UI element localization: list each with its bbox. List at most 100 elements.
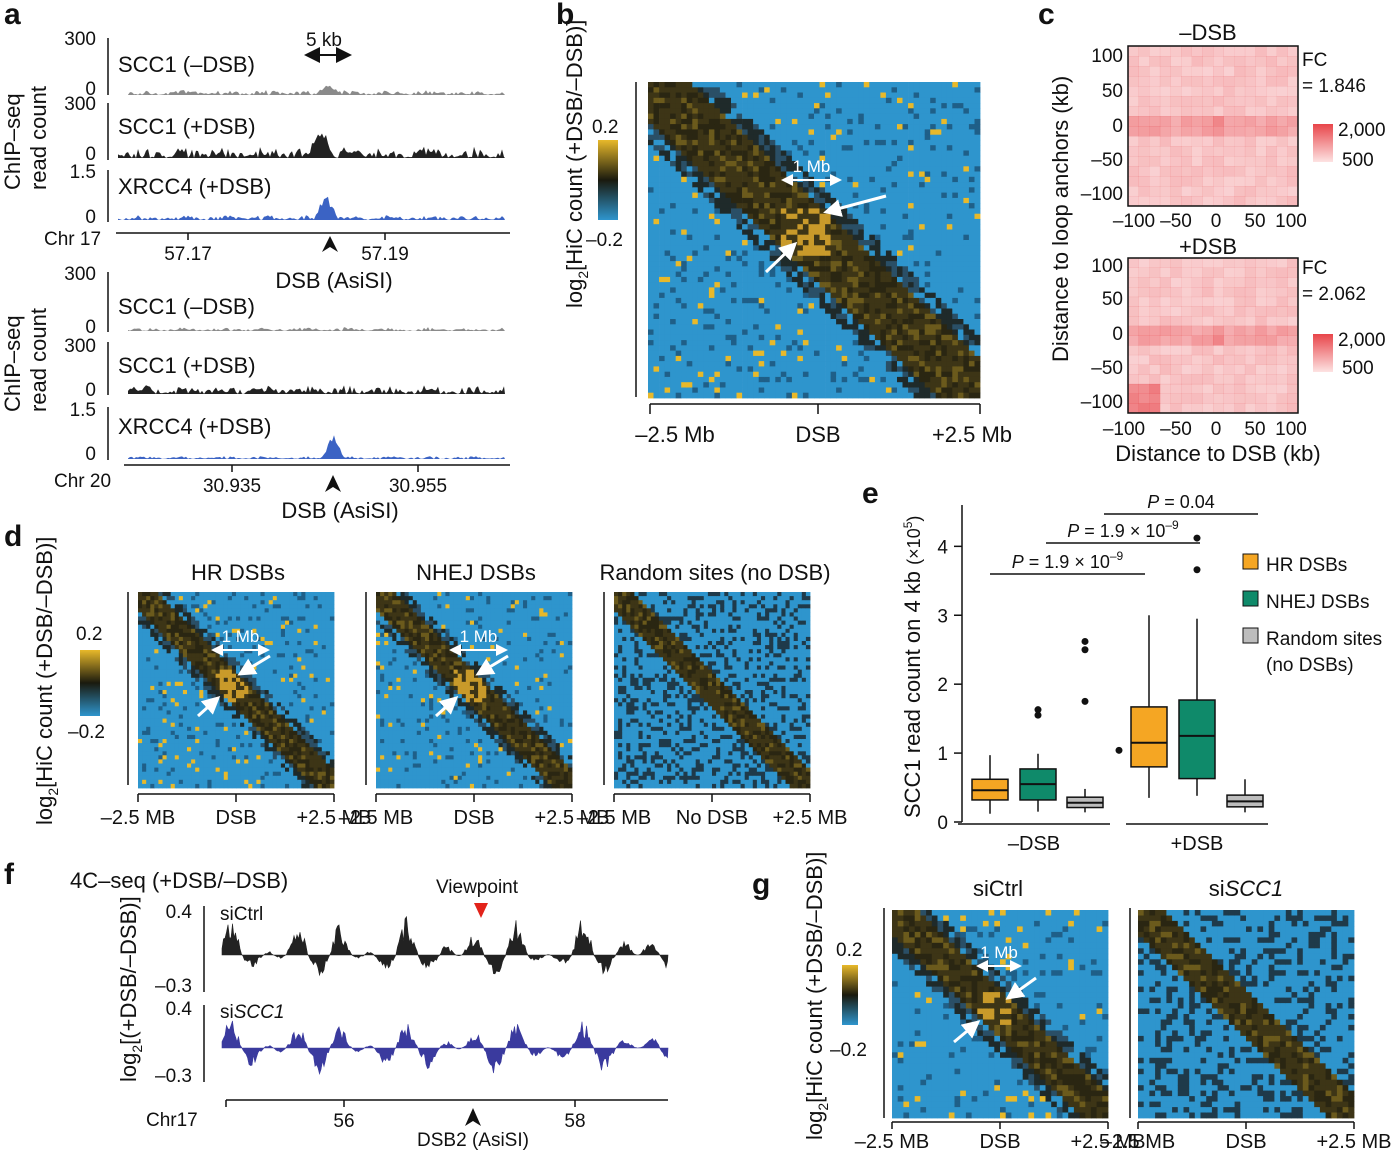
heat-cell: [1138, 86, 1150, 97]
map-title: NHEJ DSBs: [416, 560, 536, 585]
heat-cell: [1244, 196, 1256, 207]
heat-cell: [1244, 364, 1256, 375]
heat-cell: [1234, 76, 1246, 87]
heat-cell: [1266, 267, 1277, 278]
heat-cell: [1287, 306, 1299, 317]
heat-cell: [1244, 325, 1256, 336]
heat-cell: [1287, 403, 1299, 414]
heat-cell: [1159, 277, 1171, 288]
ruler-label: 1 Mb: [980, 943, 1018, 962]
heat-cell: [1181, 76, 1192, 87]
panel-f-label: f: [4, 858, 15, 891]
heat-cell: [1128, 86, 1139, 97]
heat-cell: [1149, 66, 1161, 77]
heat-cell: [1191, 374, 1203, 385]
panel-d-x-axes: –2.5 MB DSB +2.5 MB–2.5 MB DSB +2.5 MB–2.5 M…: [101, 793, 848, 829]
heat-cell: [1202, 364, 1214, 375]
box-1-0: [1019, 706, 1057, 812]
heat-cell: [1287, 393, 1299, 404]
heat-cell: [1128, 374, 1139, 385]
heat-cell: [1255, 156, 1267, 167]
map-title: +DSB: [1179, 234, 1237, 259]
heat-cell: [1170, 258, 1182, 268]
scale-min: –0.2: [68, 722, 105, 743]
heat-cell: [1213, 403, 1224, 414]
heat-cell: [1276, 146, 1288, 157]
panel-e-label: e: [862, 477, 879, 510]
color-scale-bar: [1313, 334, 1333, 372]
hic-map: [614, 592, 811, 789]
heat-cell: [1266, 296, 1277, 307]
heat-cell: [1149, 106, 1161, 117]
x-tick-label: DSB: [215, 807, 256, 829]
heat-cell: [1234, 56, 1246, 67]
heat-cell: [1191, 136, 1203, 147]
heat-cell: [1149, 86, 1161, 97]
heat-cell: [1138, 196, 1150, 207]
x-tick: –100: [1113, 211, 1155, 232]
heat-cell: [1181, 126, 1192, 137]
heat-cell: [1287, 106, 1299, 117]
heat-cell: [1138, 116, 1150, 127]
heat-cell: [1138, 46, 1150, 57]
heat-cell: [1191, 46, 1203, 57]
ruler-label: 1 Mb: [222, 627, 260, 646]
heat-cell: [1276, 136, 1288, 147]
heat-cell: [1181, 186, 1192, 197]
heat-cell: [1244, 146, 1256, 157]
heat-cell: [1191, 306, 1203, 317]
x-tick: –100: [1103, 419, 1145, 440]
heat-cell: [1213, 364, 1224, 375]
heat-cell: [1223, 66, 1235, 77]
heat-cell: [1276, 46, 1288, 57]
track-ymax: 1.5: [70, 162, 96, 183]
heat-cell: [1138, 306, 1150, 317]
track-ymin: 0: [85, 317, 96, 338]
heat-cell: [1202, 393, 1214, 404]
dsb-arrowhead-icon: [325, 475, 341, 492]
heat-cell: [1244, 56, 1256, 67]
outlier-point: [1081, 646, 1089, 654]
heat-cell: [1181, 146, 1192, 157]
heat-cell: [1191, 267, 1203, 278]
heat-cell: [1266, 186, 1277, 197]
outlier-point: [1193, 534, 1201, 542]
heat-cell: [1244, 316, 1256, 327]
heat-cell: [1191, 258, 1203, 268]
heat-cell: [1191, 156, 1203, 167]
heat-cell: [1202, 96, 1214, 107]
scale-min: –0.2: [830, 1040, 867, 1061]
heat-cell: [1244, 176, 1256, 187]
chip-signal: [128, 327, 505, 331]
heat-cell: [1170, 186, 1182, 197]
heat-cell: [1170, 106, 1182, 117]
panel-e: e SCC1 read count on 4 kb (×105) 0 1 2 3 4 –D…: [862, 477, 1382, 855]
heat-cell: [1287, 56, 1299, 67]
heat-cell: [1181, 374, 1192, 385]
heat-cell: [1213, 136, 1224, 147]
legend-label: Random sites: [1266, 629, 1382, 650]
heat-cell: [1191, 86, 1203, 97]
heat-cell: [1266, 66, 1277, 77]
heat-cell: [1191, 354, 1203, 365]
heat-cell: [1244, 403, 1256, 414]
heat-cell: [1170, 76, 1182, 87]
heat-cell: [1276, 306, 1288, 317]
heat-cell: [1213, 56, 1224, 67]
heat-cell: [1170, 196, 1182, 207]
heat-cell: [1255, 66, 1267, 77]
heat-cell: [1159, 156, 1171, 167]
x-tick: –50: [1160, 211, 1192, 232]
heat-cell: [1202, 383, 1214, 394]
dsb-arrowhead-icon: [322, 236, 338, 252]
axis-tick: 30.935: [203, 476, 261, 497]
color-scale-bar: [80, 650, 100, 716]
heat-cell: [1255, 277, 1267, 288]
heat-cell: [1255, 116, 1267, 127]
panel-g: g log2[HiC count (+DSB/–DSB)] 0.2 –0.2 s…: [752, 852, 1392, 1153]
heat-cell: [1276, 287, 1288, 298]
heat-cell: [1202, 325, 1214, 336]
heat-cell: [1181, 258, 1192, 268]
white-arrow-icon: [1005, 976, 1037, 1000]
heat-cell: [1128, 156, 1139, 167]
